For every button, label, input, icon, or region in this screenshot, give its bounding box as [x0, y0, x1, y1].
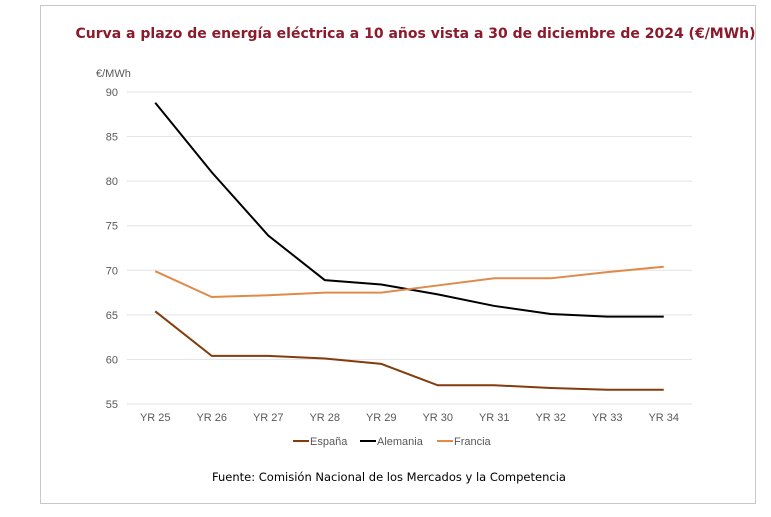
y-tick-label: 65	[106, 310, 118, 322]
y-tick-label: 80	[106, 176, 118, 188]
y-tick-label: 55	[106, 399, 118, 411]
x-tick-label: YR 25	[140, 412, 171, 424]
legend-label: Francia	[454, 436, 492, 448]
chart-title: Curva a plazo de energía eléctrica a 10 …	[75, 26, 756, 42]
series-line-españa	[154, 310, 664, 391]
series-line-francia	[154, 265, 664, 299]
y-tick-label: 75	[106, 221, 118, 233]
x-tick-label: YR 30	[422, 412, 453, 424]
x-tick-label: YR 27	[253, 412, 284, 424]
x-tick-label: YR 33	[592, 412, 623, 424]
x-tick-label: YR 28	[309, 412, 340, 424]
chart-frame	[40, 5, 756, 504]
y-tick-label: 70	[106, 265, 118, 277]
y-axis-label: €/MWh	[96, 68, 131, 80]
x-tick-label: YR 31	[479, 412, 510, 424]
legend-label: España	[310, 436, 348, 448]
x-tick-label: YR 29	[366, 412, 397, 424]
source-note: Fuente: Comisión Nacional de los Mercado…	[212, 470, 566, 484]
y-tick-label: 60	[106, 354, 118, 366]
x-tick-label: YR 34	[648, 412, 679, 424]
series-line-alemania	[154, 102, 664, 318]
y-tick-label: 90	[106, 87, 118, 99]
y-tick-label: 85	[106, 132, 118, 144]
x-tick-label: YR 26	[196, 412, 227, 424]
legend-label: Alemania	[377, 436, 424, 448]
x-tick-label: YR 32	[535, 412, 566, 424]
